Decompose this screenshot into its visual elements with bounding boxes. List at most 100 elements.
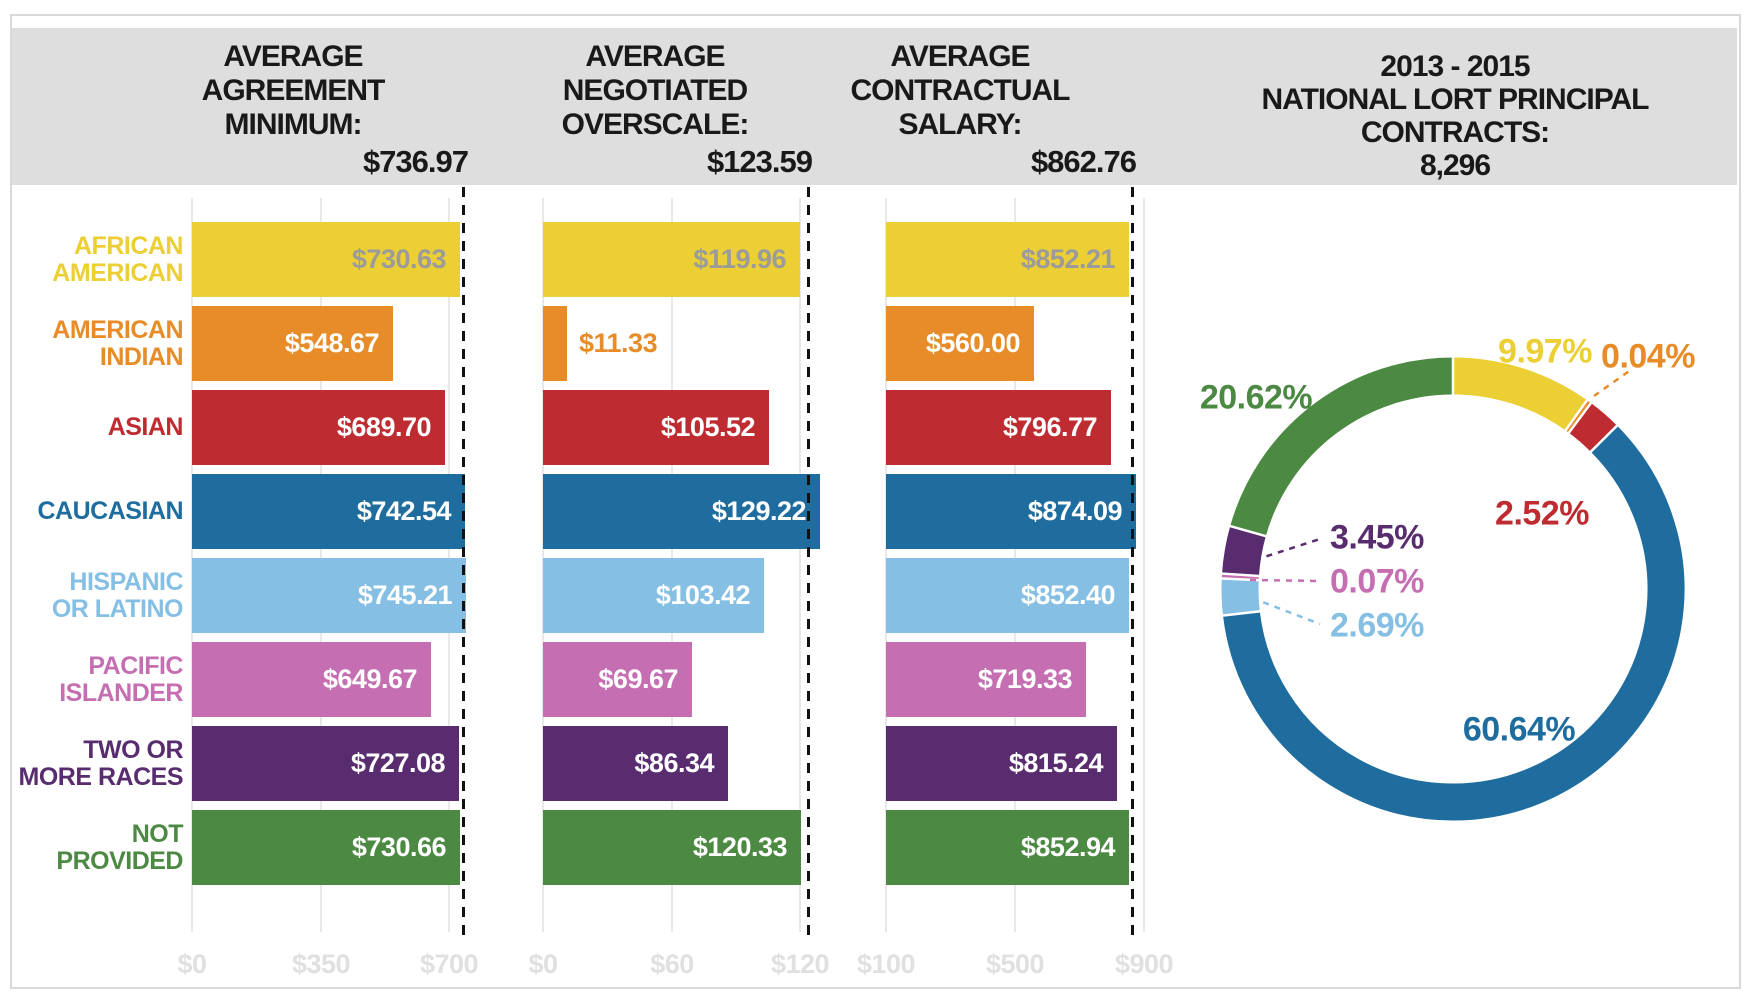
bar-value-label: $560.00 (925, 328, 1021, 358)
donut-slice-asian (1568, 403, 1618, 452)
donut-percent-label-asian: 2.52% (1495, 494, 1589, 533)
bar-value-label: $103.42 (655, 580, 751, 610)
bar-value-label: $120.33 (692, 832, 788, 862)
bar (543, 222, 800, 297)
header-value-agreement-minimum: $736.97 (362, 144, 469, 179)
row-label-two-or-more-races: TWO OR MORE RACES (18, 735, 184, 791)
bar (886, 558, 1129, 633)
donut-slice-separator (1219, 572, 1262, 578)
bar-value-label: $105.52 (660, 412, 756, 442)
bar-value-label: $719.33 (977, 664, 1073, 694)
row-label-asian: ASIAN (107, 413, 184, 441)
header-title-line-agreement-minimum: MINIMUM: (224, 108, 363, 141)
donut-slice-separator (1563, 397, 1590, 433)
grid-line (799, 198, 801, 932)
bar (192, 474, 465, 549)
bar-value-label: $730.63 (351, 244, 447, 274)
bar (886, 642, 1086, 717)
bar (192, 642, 431, 717)
donut-slice-hispanic-latino (1221, 578, 1260, 616)
bar-value-label: $548.67 (284, 328, 380, 358)
bar (192, 306, 393, 381)
donut-percent-label-american-indian: 0.04% (1601, 337, 1695, 376)
bar-value-label: $730.66 (351, 832, 447, 862)
donut-slice-caucasian (1223, 425, 1685, 821)
average-line (1131, 187, 1134, 935)
bar (543, 642, 692, 717)
donut-percent-label-pacific-islander: 0.07% (1330, 562, 1424, 601)
donut-percent-label-hispanic-latino: 2.69% (1330, 606, 1424, 645)
donut-slice-african-american (1452, 357, 1588, 431)
bar-value-label: $852.94 (1020, 832, 1116, 862)
bar (886, 306, 1034, 381)
bar (886, 810, 1129, 885)
donut-slice-separator (1227, 524, 1269, 538)
bar (543, 474, 820, 549)
bar (192, 810, 460, 885)
bar-value-label: $796.77 (1002, 412, 1098, 442)
bar (886, 474, 1136, 549)
axis-tick-label: $0 (528, 949, 558, 979)
header-title-line-agreement-minimum: AGREEMENT (201, 74, 386, 107)
bar (543, 810, 801, 885)
row-label-caucasian: CAUCASIAN (37, 497, 184, 525)
bar (886, 222, 1129, 297)
donut-percent-label-african-american: 9.97% (1498, 332, 1592, 371)
bar-value-label: $69.67 (598, 664, 678, 694)
bar-value-label: $815.24 (1008, 748, 1104, 778)
donut-slice-separator (1220, 609, 1262, 618)
bar (192, 558, 466, 633)
bar-value-label: $86.34 (634, 748, 714, 778)
donut-slice-separator (1566, 400, 1594, 436)
header-band (12, 28, 1737, 185)
axis-tick-label: $350 (291, 949, 351, 979)
bar (543, 306, 567, 381)
donut-percent-label-caucasian: 60.64% (1462, 710, 1576, 749)
leader-line-hispanic-latino (1251, 596, 1321, 626)
grid-line (1143, 198, 1145, 932)
bar-value-label: $852.40 (1020, 580, 1116, 610)
header-title-line-negotiated-overscale: OVERSCALE: (561, 108, 750, 141)
leader-line-american-indian (1593, 367, 1633, 398)
bar-value-label: $874.09 (1027, 496, 1123, 526)
bar (192, 726, 459, 801)
bar-value-label: $119.96 (693, 244, 786, 274)
axis-tick-label: $60 (650, 949, 694, 979)
bar-value-label: $852.21 (1020, 244, 1116, 274)
header-title-line-negotiated-overscale: NEGOTIATED (562, 74, 748, 107)
row-label-pacific-islander: PACIFIC ISLANDER (59, 651, 183, 707)
bar (886, 726, 1117, 801)
axis-tick-label: $500 (985, 949, 1045, 979)
donut-slice-separator (1588, 423, 1620, 455)
donut-slice-not-provided (1230, 357, 1454, 537)
header-value-negotiated-overscale: $123.59 (706, 144, 813, 179)
header-value-contractual-salary: $862.76 (1030, 144, 1137, 179)
row-label-hispanic-latino: HISPANIC OR LATINO (51, 567, 184, 623)
header-title-line-contractual-salary: CONTRACTUAL (850, 74, 1071, 107)
axis-tick-label: $120 (770, 949, 830, 979)
bar-value-label: $649.67 (322, 664, 418, 694)
row-label-american-indian: AMERICAN INDIAN (52, 315, 183, 371)
average-line (807, 187, 810, 935)
header-title-line-contracts-total: CONTRACTS: (1360, 116, 1550, 149)
axis-tick-label: $700 (419, 949, 479, 979)
bar-value-label: $727.08 (350, 748, 446, 778)
donut-percent-label-not-provided: 20.62% (1199, 378, 1313, 417)
axis-tick-label: $0 (177, 949, 207, 979)
row-label-not-provided: NOT PROVIDED (56, 819, 183, 875)
header-title-line-agreement-minimum: AVERAGE (223, 40, 363, 73)
bar (543, 390, 769, 465)
row-label-african-american: AFRICAN AMERICAN (52, 231, 183, 287)
chart-frame (10, 14, 1741, 989)
bar-value-label: $745.21 (357, 580, 453, 610)
header-title-line-contractual-salary: SALARY: (898, 108, 1023, 141)
bar (543, 558, 764, 633)
header-title-line-contracts-total: 2013 - 2015 (1380, 50, 1530, 83)
header-title-line-negotiated-overscale: AVERAGE (585, 40, 725, 73)
header-title-line-contractual-salary: AVERAGE (890, 40, 1030, 73)
bar-value-label: $742.54 (356, 496, 452, 526)
bar (543, 726, 728, 801)
donut-percent-label-two-or-more-races: 3.45% (1330, 518, 1424, 557)
bar-value-label: $689.70 (336, 412, 432, 442)
